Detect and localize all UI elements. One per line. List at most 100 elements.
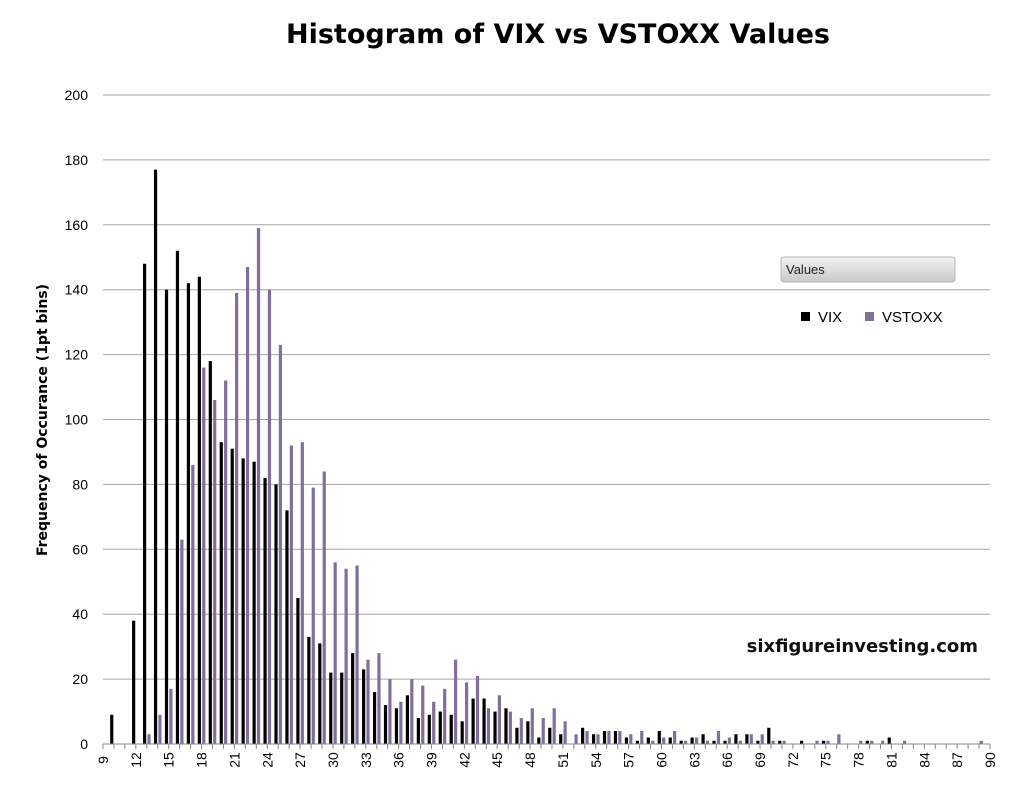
- bar-vstoxx-57: [629, 734, 633, 744]
- bar-vix-59: [646, 737, 650, 744]
- bar-vstoxx-41: [454, 659, 458, 744]
- bar-vstoxx-37: [410, 679, 414, 744]
- x-tick-label-36: 36: [391, 752, 407, 768]
- y-tick-label-60: 60: [72, 541, 88, 557]
- x-tick-label-54: 54: [588, 752, 604, 768]
- bar-vix-41: [449, 714, 453, 744]
- bar-vstoxx-32: [355, 565, 359, 744]
- y-tick-label-40: 40: [72, 606, 88, 622]
- bar-vix-49: [537, 737, 541, 744]
- bar-vix-32: [351, 653, 355, 744]
- bar-vix-64: [701, 734, 705, 744]
- bar-vstoxx-50: [552, 708, 556, 744]
- bar-vix-44: [482, 698, 486, 744]
- bar-vix-67: [734, 734, 738, 744]
- bar-vix-38: [416, 718, 420, 744]
- bar-marks: [110, 169, 983, 745]
- bar-vix-61: [668, 737, 672, 744]
- bar-vstoxx-27: [300, 442, 304, 744]
- legend-label-vstoxx: VSTOXX: [882, 309, 943, 326]
- bar-vstoxx-79: [870, 740, 874, 744]
- bar-vstoxx-80: [881, 740, 885, 744]
- x-tick-label-66: 66: [719, 752, 735, 768]
- bar-vix-22: [241, 458, 245, 744]
- bar-vstoxx-14: [158, 714, 162, 744]
- x-tick-label-42: 42: [456, 752, 472, 768]
- bar-vix-31: [340, 672, 344, 744]
- x-tick-label-9: 9: [95, 756, 111, 764]
- bar-vstoxx-20: [224, 380, 228, 744]
- bar-vstoxx-54: [596, 734, 600, 744]
- x-tick-label-81: 81: [883, 752, 899, 768]
- x-tick-label-75: 75: [818, 752, 834, 768]
- bar-vix-39: [427, 714, 431, 744]
- x-tick-label-57: 57: [621, 752, 637, 768]
- bar-vstoxx-64: [705, 740, 710, 744]
- bar-vstoxx-56: [618, 731, 622, 744]
- bar-vstoxx-52: [574, 734, 578, 744]
- bar-vix-43: [471, 698, 475, 744]
- y-tick-label-140: 140: [65, 282, 89, 298]
- bar-vstoxx-69: [760, 734, 764, 744]
- bar-vix-69: [756, 740, 760, 744]
- x-tick-label-24: 24: [259, 752, 275, 768]
- legend-title-box: [780, 256, 956, 283]
- bar-vix-24: [263, 477, 267, 744]
- bar-vix-28: [307, 636, 311, 744]
- bar-vix-20: [219, 442, 223, 744]
- bar-vstoxx-47: [519, 718, 523, 744]
- bar-vix-42: [460, 721, 464, 744]
- legend-label-vix: VIX: [818, 309, 842, 326]
- bar-vix-14: [153, 169, 158, 744]
- x-tick-label-18: 18: [194, 752, 210, 768]
- x-tick-label-48: 48: [522, 752, 538, 768]
- x-tick-label-39: 39: [424, 752, 440, 768]
- bar-vstoxx-55: [607, 731, 611, 744]
- x-tick-label-27: 27: [292, 752, 308, 768]
- bar-vstoxx-51: [563, 721, 567, 744]
- y-tick-labels: 0 20 40 60 80 100 120 140 160 180 200: [65, 87, 89, 752]
- bar-vix-46: [504, 708, 508, 744]
- bar-vix-60: [657, 731, 661, 744]
- x-tick-label-72: 72: [785, 752, 801, 768]
- y-tick-label-120: 120: [65, 347, 89, 363]
- x-tick-label-45: 45: [489, 752, 505, 768]
- bar-vstoxx-48: [530, 708, 534, 744]
- bar-vstoxx-25: [278, 344, 283, 744]
- bar-vix-57: [624, 737, 629, 744]
- bar-vstoxx-29: [322, 471, 326, 744]
- bar-vstoxx-70: [771, 740, 775, 744]
- bar-vstoxx-17: [191, 464, 195, 744]
- legend-title: Values: [786, 262, 825, 277]
- bar-vix-27: [296, 597, 300, 744]
- bar-vstoxx-23: [256, 228, 261, 745]
- bar-vix-56: [613, 731, 618, 744]
- bar-vstoxx-44: [486, 708, 491, 744]
- y-tick-label-80: 80: [72, 476, 88, 492]
- bar-vstoxx-34: [377, 653, 381, 744]
- y-tick-label-0: 0: [80, 736, 88, 752]
- bar-vstoxx-82: [902, 740, 907, 744]
- bar-vstoxx-16: [180, 539, 184, 744]
- bar-vix-65: [712, 740, 716, 744]
- bar-vstoxx-53: [585, 731, 589, 744]
- chart-title: Histogram of VIX vs VSTOXX Values: [286, 19, 830, 50]
- y-tick-label-180: 180: [65, 152, 89, 168]
- bar-vix-68: [745, 734, 749, 744]
- bar-vstoxx-59: [651, 740, 655, 744]
- bar-vstoxx-71: [782, 740, 786, 744]
- x-tick-label-69: 69: [752, 752, 768, 768]
- bar-vix-71: [778, 740, 782, 744]
- bar-vix-45: [493, 711, 497, 744]
- x-tick-labels: 9 12 15 18 21 24 27 30 33 36 39 42 45 48 51 54 57 60 63 66 6…: [95, 744, 998, 768]
- bar-vstoxx-36: [399, 701, 403, 744]
- bar-vix-81: [887, 737, 891, 744]
- bar-vix-66: [723, 740, 727, 744]
- bar-vix-21: [230, 448, 234, 744]
- bar-vstoxx-60: [662, 737, 666, 744]
- bar-vix-54: [591, 734, 596, 744]
- bar-vstoxx-74: [815, 740, 819, 744]
- bar-vix-26: [285, 510, 289, 744]
- bar-vix-47: [515, 727, 519, 744]
